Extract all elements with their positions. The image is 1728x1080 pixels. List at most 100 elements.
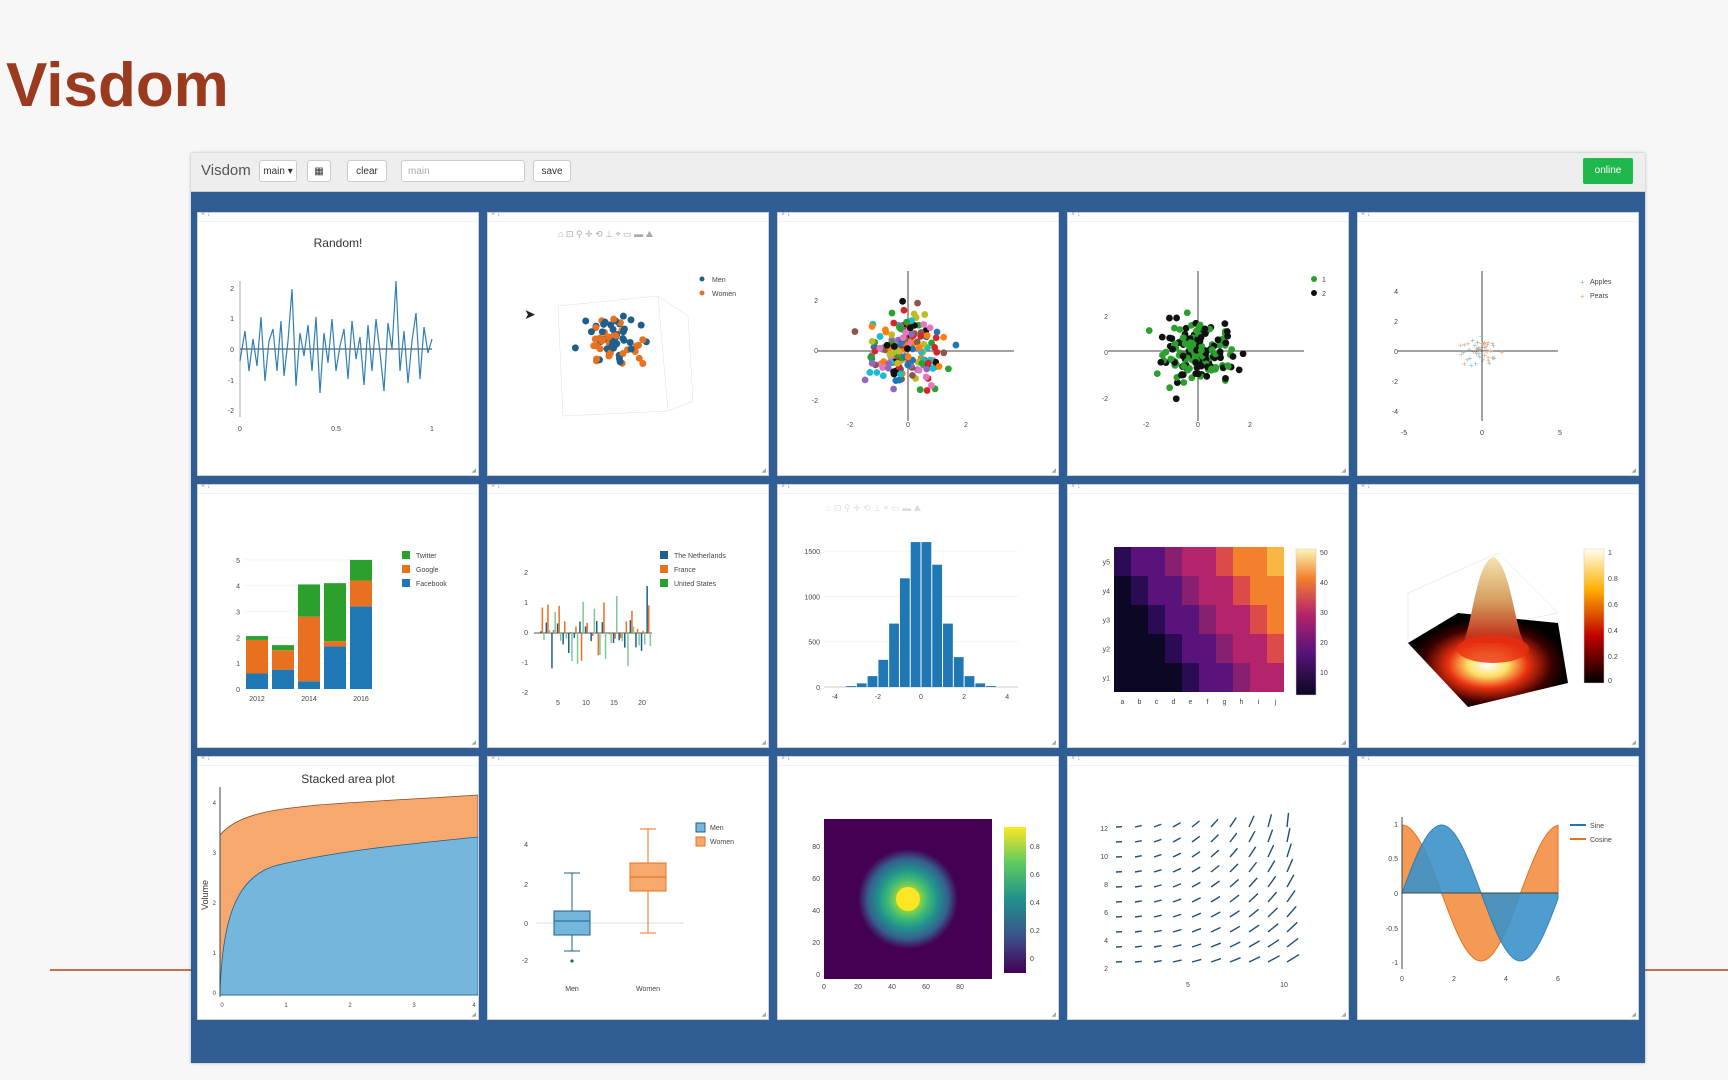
heatmap-cell: [1199, 576, 1216, 605]
pane-quiver[interactable]: × ↓ 12 10 8 6 4 2 5 10 ◢: [1067, 755, 1349, 1020]
pane-random-line[interactable]: × ↓ Random! 2 1 0 -1 -2 0 0.5 1 ◢: [197, 211, 479, 476]
scatter-point: [1168, 335, 1176, 342]
plot-modebar[interactable]: ⌂ ⊡ ⚲ ✛ ⟲ ⊥ ⌖ ▭ ▬ ⛰: [826, 503, 922, 513]
scatter-point: [605, 352, 613, 360]
status-online-button[interactable]: online: [1583, 158, 1633, 184]
pane-colored-scatter[interactable]: × ↓ 2 0 -2 -2 0 2 ◢: [777, 211, 1059, 476]
pane-heatmap[interactable]: × ↓ 50 40 30 20 10 y5 y4 y3 y2 y1 a b c d e f g h i j: [1067, 483, 1349, 748]
pane-histogram[interactable]: × ↓ ⌂ ⊡ ⚲ ✛ ⟲ ⊥ ⌖ ▭ ▬ ⛰ 1500 1000 500 0 -4 -2…: [777, 483, 1059, 748]
y-tick: 0: [816, 972, 820, 979]
legend-item: Sine: [1590, 823, 1604, 830]
pane-header[interactable]: × ↓: [778, 483, 1058, 494]
scatter-point: [890, 385, 897, 393]
clear-button[interactable]: clear: [347, 160, 387, 182]
bar: [569, 632, 572, 633]
scatter-point: +: [1490, 354, 1495, 363]
scatter-point: [1208, 365, 1215, 373]
pane-header[interactable]: × ↓: [198, 211, 478, 222]
pane-header[interactable]: × ↓: [1358, 755, 1638, 766]
quiver-arrow: [1172, 867, 1182, 873]
pane-3d-surface[interactable]: × ↓ 1: [1357, 483, 1639, 748]
y-tick: 8: [1104, 882, 1108, 889]
pane-header[interactable]: × ↓: [1068, 755, 1348, 766]
env-name-input[interactable]: main: [401, 160, 525, 182]
quiver-arrow: [1191, 927, 1202, 933]
scatter-point: [1157, 358, 1165, 366]
pane-header[interactable]: × ↓: [1068, 211, 1348, 222]
scatter-point: [1178, 371, 1185, 379]
scatter-point: [1186, 343, 1194, 351]
pane-grid: × ↓ Random! 2 1 0 -1 -2 0 0.5 1 ◢: [197, 211, 1639, 1032]
heatmap-cell: [1199, 605, 1216, 634]
scatter-point: [879, 372, 887, 380]
scatter-point: [899, 334, 907, 342]
x-tick: 2: [962, 694, 966, 701]
legend-item: Men: [710, 825, 724, 832]
env-select[interactable]: main ▾: [259, 160, 297, 182]
grid-icon[interactable]: ▦: [307, 160, 331, 182]
pane-header[interactable]: × ↓: [778, 211, 1058, 222]
scatter-point: [605, 333, 613, 341]
pane-header[interactable]: × ↓: [198, 755, 478, 766]
y-tick: 80: [812, 844, 820, 851]
pane-two-class-scatter[interactable]: × ↓ 1 2 2 0 -2 -2 0 2 ◢: [1067, 211, 1349, 476]
quiver-arrow: [1191, 835, 1201, 843]
pane-header[interactable]: × ↓: [488, 211, 768, 222]
heatmap-cell: [1114, 576, 1131, 605]
x-tick: i: [1258, 699, 1260, 706]
scatter-point: [867, 353, 875, 361]
pane-header[interactable]: × ↓: [198, 483, 478, 494]
heatmap-cell: [1216, 663, 1233, 692]
scatter-point: +: [1477, 343, 1482, 352]
save-button[interactable]: save: [533, 160, 571, 182]
x-tick: 0: [1196, 422, 1200, 429]
pane-stacked-area[interactable]: × ↓ Stacked area plot Volume 4 3 2 1 0 0…: [197, 755, 479, 1020]
pane-header[interactable]: × ↓: [1358, 211, 1638, 222]
quiver-arrow: [1267, 907, 1278, 918]
pane-grouped-bar[interactable]: × ↓ The Netherlands France United States…: [487, 483, 769, 748]
scatter-point: +: [1458, 341, 1463, 350]
y-tick: 0: [814, 348, 818, 355]
bar: [548, 630, 551, 633]
scatter-point: [876, 333, 884, 340]
quiver-arrow: [1210, 911, 1221, 918]
pane-header[interactable]: × ↓: [1068, 483, 1348, 494]
pane-plus-scatter[interactable]: × ↓ + Apples + Pears 4 2 0 -2 -4 -5 0 5 + +…: [1357, 211, 1639, 476]
x-tick: e: [1189, 699, 1193, 706]
env-select-value: main: [263, 166, 285, 177]
bar: [543, 633, 545, 640]
heatmap-cell: [1233, 547, 1250, 576]
pane-boxplot[interactable]: × ↓ Men Women 4 2 0 -2 Men Women ◢: [487, 755, 769, 1020]
x-tick: 10: [582, 700, 590, 707]
y-axis-label: Volume: [200, 880, 210, 910]
pane-3d-scatter[interactable]: × ↓ ⌂ ⊡ ⚲ ✛ ⟲ ⊥ ⌖ ▭ ▬ ⛰ Men Women ➤ ◢: [487, 211, 769, 476]
quiver-arrow: [1267, 923, 1279, 933]
y-tick: 40: [812, 908, 820, 915]
scatter-point: [1216, 348, 1224, 356]
heatmap-cell: [1250, 634, 1267, 663]
scatter-point: [1173, 379, 1181, 387]
plot-modebar[interactable]: ⌂ ⊡ ⚲ ✛ ⟲ ⊥ ⌖ ▭ ▬ ⛰: [558, 229, 654, 239]
y-tick: y5: [1103, 560, 1111, 567]
scatter-point: [908, 330, 915, 338]
pane-header[interactable]: × ↓: [778, 755, 1058, 766]
scatter-point: [933, 328, 941, 336]
scatter-point: +: [1486, 338, 1491, 347]
scatter-point: [635, 354, 643, 362]
pane-header[interactable]: × ↓: [488, 483, 768, 494]
scatter-point: [927, 382, 935, 389]
heatmap-cell: [1131, 576, 1148, 605]
quiver-arrow: [1210, 942, 1221, 948]
bar-segment: [350, 606, 372, 689]
scatter-point: [890, 319, 898, 327]
pane-header[interactable]: × ↓: [1358, 483, 1638, 494]
app-brand: Visdom: [201, 162, 251, 179]
scatter-point: +: [1476, 346, 1481, 355]
pane-contour[interactable]: × ↓ 0.8 0.6 0.4 0.2: [777, 755, 1059, 1020]
pane-sine-cosine[interactable]: × ↓ Sine Cosine 1 0.5 0 -0.5 -1 0 2 4 6: [1357, 755, 1639, 1020]
colorbar-tick: 30: [1320, 610, 1328, 617]
y-tick: -2: [228, 408, 234, 415]
pane-header[interactable]: × ↓: [488, 755, 768, 766]
y-tick: 2: [236, 635, 240, 642]
pane-stacked-bar[interactable]: × ↓ Twitter Google Facebook 0 1 2 3 4 5 2012 20…: [197, 483, 479, 748]
